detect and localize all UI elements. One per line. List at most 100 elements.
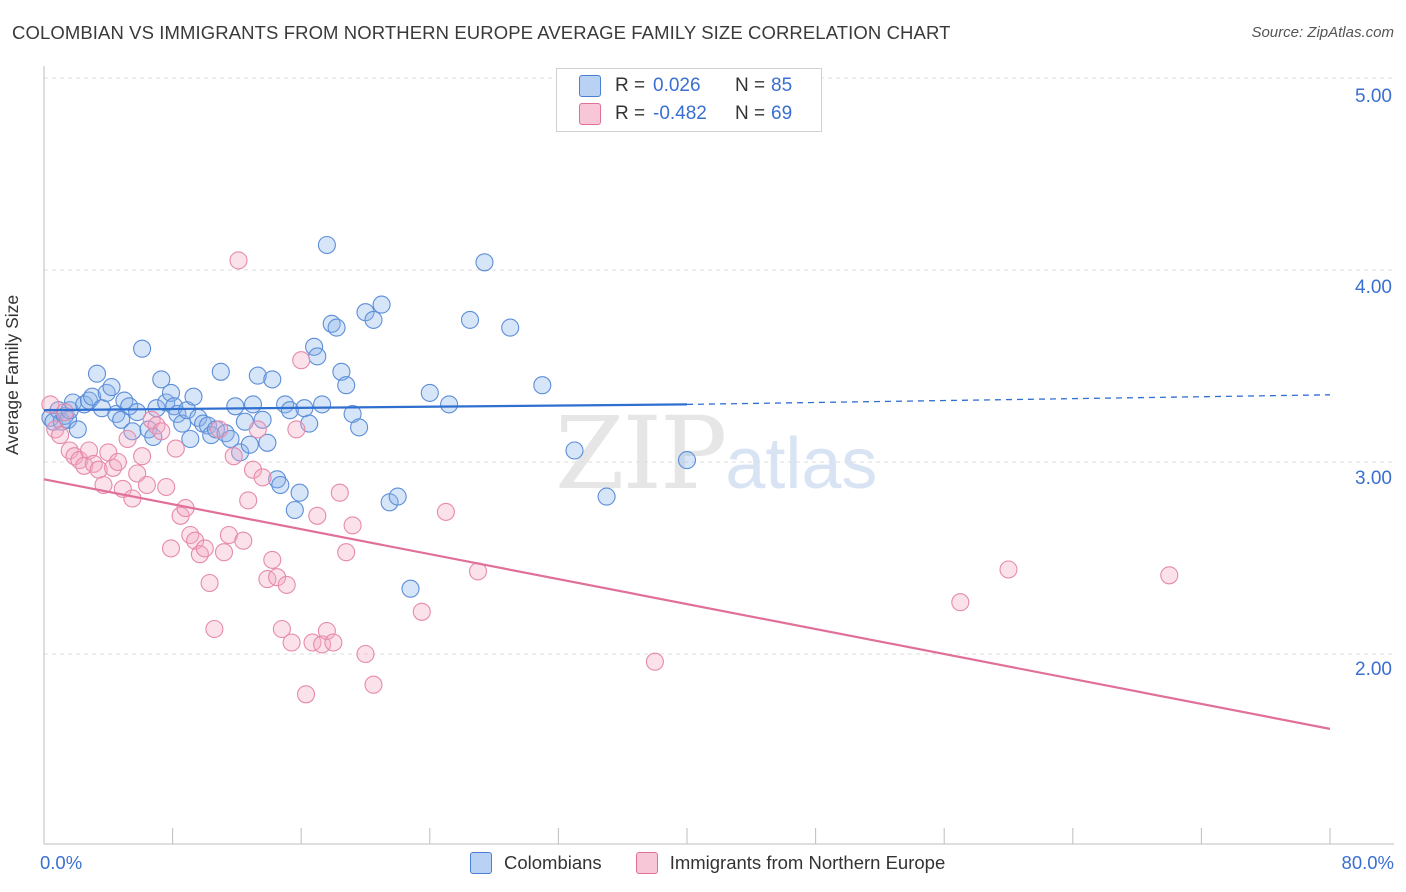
colombians-point [597,487,616,506]
blue-swatch-icon [470,852,492,874]
northern-europe-point [243,460,263,479]
legend-item-northern-europe[interactable]: Immigrants from Northern Europe [635,852,945,874]
colombians-point [83,387,102,406]
northern-europe-point [200,573,219,593]
colombians-point [240,435,259,454]
n-value: 85 [771,75,793,96]
legend-row-colombians: R = 0.026 N = 85 [579,73,792,99]
colombians-trend-extension [686,394,1331,406]
colombians-point [102,378,121,397]
northern-europe-point [104,458,123,477]
northern-europe-point [70,451,89,470]
colombians-point [440,395,459,414]
northern-europe-point [1160,566,1179,585]
colombians-point [263,370,282,389]
northern-europe-point [999,560,1018,579]
colombians-point [268,470,287,489]
northern-europe-point [356,644,375,664]
r-label: R = [615,103,646,124]
colombians-point [317,235,336,255]
colombians-point [271,475,290,495]
northern-europe-point [263,550,282,569]
northern-europe-trend-line [43,478,1331,730]
colombians-point [388,487,407,506]
northern-europe-point [118,429,137,449]
colombians-point [305,337,324,356]
colombians-point [68,420,87,439]
colombians-point [112,410,131,429]
y-tick-label: 2.00 [1355,659,1392,680]
colombians-point [285,500,304,520]
colombians-point [161,383,181,402]
northern-europe-point [272,619,291,639]
legend-label: Colombians [504,852,602,873]
axes [43,66,1394,845]
northern-europe-point [181,525,200,545]
chart-title: COLOMBIAN VS IMMIGRANTS FROM NORTHERN EU… [12,22,951,43]
colombians-point [253,410,272,429]
colombians-point [97,383,116,402]
colombians-point [420,383,439,402]
northern-europe-point [60,441,79,460]
y-tick-label: 3.00 [1355,468,1392,489]
northern-europe-point [55,403,74,422]
northern-europe-point [308,506,327,525]
colombians-point [243,395,263,414]
chart-source: Source: ZipAtlas.com [1251,24,1394,41]
colombians-point [401,579,420,598]
r-value: 0.026 [653,75,701,96]
northern-europe-point [147,416,166,435]
northern-europe-point [137,475,156,495]
colombians-point [313,395,332,414]
n-label: N = [735,75,766,96]
colombians-point [184,387,203,406]
colombians-point [332,362,351,381]
northern-europe-point [84,454,103,473]
northern-europe-point [133,447,152,466]
northern-europe-point [287,420,306,439]
northern-europe-point [292,351,311,370]
northern-europe-point [195,539,214,558]
colombians-point [128,403,147,422]
gridlines [44,77,1394,655]
y-axis-label: Average Family Size [2,294,22,455]
northern-europe-point [108,452,127,472]
northern-europe-point [210,420,229,439]
northern-europe-point [277,575,296,594]
y-tick-label: 4.00 [1355,277,1392,298]
colombians-point [475,253,494,272]
watermark-zip: ZIP [555,395,727,512]
colombians-point [565,441,584,460]
northern-europe-point [186,531,205,550]
northern-europe-point [190,545,209,564]
northern-europe-point [364,675,383,694]
northern-europe-point [214,543,234,562]
n-value: 69 [771,103,793,124]
colombians-point [327,318,346,337]
northern-europe-point [313,635,332,654]
northern-europe-point [166,439,185,458]
blue-swatch-icon [579,75,601,97]
colombians-point [290,483,309,502]
colombians-point [181,429,200,449]
colombians-point [258,433,277,452]
northern-europe-point [268,568,287,587]
n-label: N = [735,103,766,124]
northern-europe-point [282,633,301,652]
r-value: -0.482 [653,103,707,124]
northern-europe-point [317,621,336,641]
colombians-point [350,418,369,437]
northern-europe-point [41,395,60,414]
colombians-point [337,376,356,395]
legend-item-colombians[interactable]: Colombians [470,852,602,874]
northern-europe-point [224,447,243,466]
colombians-point [280,401,299,420]
series-colombians-points [41,235,697,598]
watermark-atlas: atlas [725,424,878,504]
northern-europe-point [343,516,362,535]
x-tick-label-right: 80.0% [1341,852,1394,873]
northern-europe-point [436,502,455,521]
northern-europe-point [51,426,70,445]
colombians-point [226,397,245,416]
